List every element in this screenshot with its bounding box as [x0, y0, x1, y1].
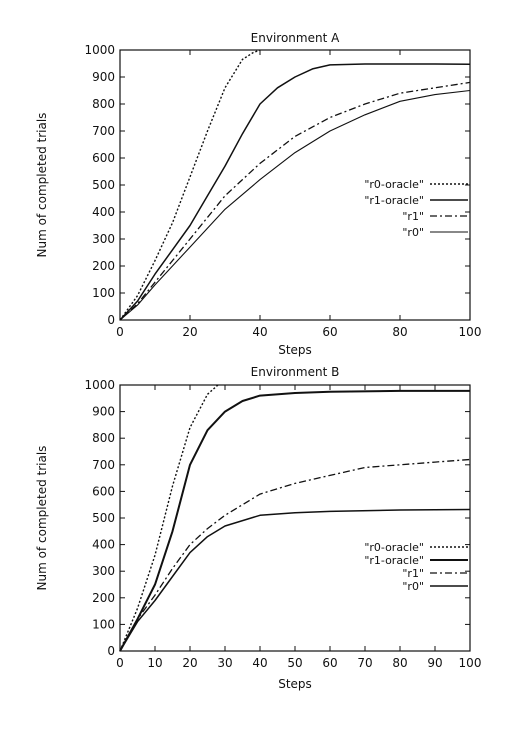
chart1-y-tick-label: 1000: [84, 43, 115, 57]
chart2-y-tick-label: 1000: [84, 378, 115, 392]
chart1-series-line-1: [119, 49, 261, 321]
chart1-x-axis-label: Steps: [278, 343, 312, 357]
chart2-y-tick-label: 500: [92, 511, 115, 525]
chart1-y-tick-label: 800: [92, 97, 115, 111]
chart2-y-tick-label: 100: [92, 617, 115, 631]
chart1-legend-label-1: "r0-oracle": [364, 178, 424, 191]
chart1-y-tick-label: 700: [92, 124, 115, 138]
chart2-title: Environment B: [251, 365, 340, 379]
chart2-x-tick-label: 0: [116, 656, 124, 670]
chart1-x-tick-label: 80: [392, 325, 407, 339]
chart2-x-tick-label: 40: [252, 656, 267, 670]
chart1-legend-label-2: "r1-oracle": [364, 194, 424, 207]
chart1-legend-label-4: "r0": [402, 226, 424, 239]
chart2-x-axis-label: Steps: [278, 677, 312, 691]
chart2-y-tick-label: 400: [92, 538, 115, 552]
chart2-plot-frame: [119, 384, 471, 652]
chart2-y-axis-label: Num of completed trials: [35, 446, 49, 591]
chart1-y-tick-label: 600: [92, 151, 115, 165]
chart1-y-tick-label: 500: [92, 178, 115, 192]
chart2-y-tick-label: 900: [92, 405, 115, 419]
chart2-y-tick-label: 0: [107, 644, 115, 658]
chart2-x-tick-label: 60: [322, 656, 337, 670]
chart2-x-tick-label: 80: [392, 656, 407, 670]
chart2-series-line-4: [119, 508, 471, 652]
chart1-y-tick-label: 400: [92, 205, 115, 219]
chart1-y-axis-label: Num of completed trials: [35, 113, 49, 258]
chart2-legend-label-2: "r1-oracle": [364, 554, 424, 567]
chart2-legend-label-3: "r1": [402, 567, 424, 580]
chart2-legend-label-1: "r0-oracle": [364, 541, 424, 554]
chart1-y-tick-label: 0: [107, 313, 115, 327]
chart2-y-tick-label: 600: [92, 484, 115, 498]
chart1-series-line-3: [119, 81, 471, 321]
chart2-x-tick-label: 90: [427, 656, 442, 670]
chart1-y-tick-label: 100: [92, 286, 115, 300]
chart2-x-tick-label: 20: [182, 656, 197, 670]
chart1-x-tick-label: 60: [322, 325, 337, 339]
chart2-series-line-2: [119, 389, 470, 652]
chart2-legend-label-4: "r0": [402, 580, 424, 593]
chart1-x-tick-label: 40: [252, 325, 267, 339]
chart1-x-tick-label: 0: [116, 325, 124, 339]
chart1-series-line-4: [119, 89, 471, 321]
chart1-y-tick-label: 300: [92, 232, 115, 246]
chart2-x-tick-label: 50: [287, 656, 302, 670]
chart1-y-tick-label: 900: [92, 70, 115, 84]
chart2-x-tick-label: 30: [217, 656, 232, 670]
chart2-x-tick-label: 100: [459, 656, 482, 670]
chart2-y-tick-label: 800: [92, 431, 115, 445]
chart2-x-tick-label: 70: [357, 656, 372, 670]
chart1-x-tick-label: 20: [182, 325, 197, 339]
chart2-y-tick-label: 300: [92, 564, 115, 578]
chart2-series-line-3: [119, 458, 471, 652]
chart2-x-tick-label: 10: [147, 656, 162, 670]
chart2-series-line-1: [119, 384, 219, 652]
chart1-y-tick-label: 200: [92, 259, 115, 273]
chart1-title: Environment A: [251, 31, 340, 45]
chart2-y-tick-label: 200: [92, 591, 115, 605]
chart1-x-tick-label: 100: [459, 325, 482, 339]
chart1-legend-label-3: "r1": [402, 210, 424, 223]
chart2-y-tick-label: 700: [92, 458, 115, 472]
chart1-series-line-2: [119, 63, 471, 321]
